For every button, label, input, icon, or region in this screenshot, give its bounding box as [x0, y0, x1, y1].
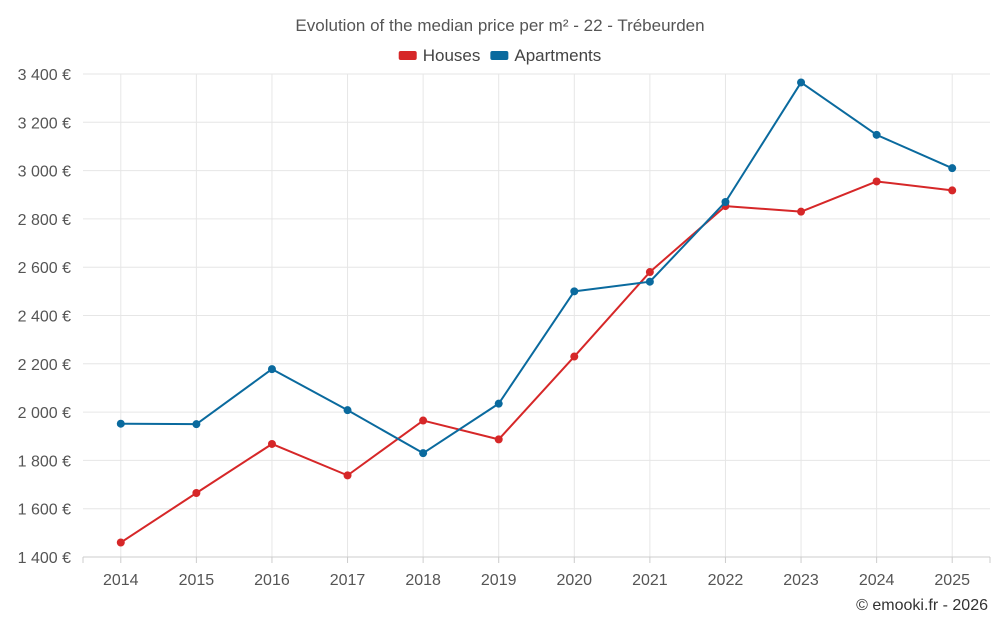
- data-point-apartments: [645, 277, 654, 286]
- y-tick-label: 1 600 €: [18, 502, 71, 519]
- data-point-apartments: [494, 399, 503, 408]
- y-tick-label: 2 000 €: [18, 405, 71, 422]
- data-point-houses: [570, 352, 579, 361]
- data-point-apartments: [116, 419, 125, 428]
- y-tick-label: 2 800 €: [18, 212, 71, 229]
- credit-text: © emooki.fr - 2026: [856, 597, 988, 614]
- series-layer: [116, 78, 957, 547]
- series-line-houses: [120, 180, 953, 544]
- grid: [83, 73, 990, 557]
- x-tick-label: 2015: [179, 572, 215, 589]
- data-point-apartments: [872, 130, 881, 139]
- y-tick-label: 3 000 €: [18, 164, 71, 181]
- data-point-apartments: [419, 449, 428, 458]
- y-tick-label: 3 400 €: [18, 67, 71, 84]
- x-tick-label: 2017: [330, 572, 366, 589]
- data-point-apartments: [948, 164, 957, 173]
- data-point-apartments: [343, 406, 352, 415]
- y-tick-label: 1 400 €: [18, 550, 71, 567]
- x-tick-label: 2014: [103, 572, 139, 589]
- data-point-houses: [343, 471, 352, 480]
- data-point-houses: [192, 489, 201, 498]
- y-axis: 1 400 € 1 600 € 1 800 € 2 000 € 2 200 € 2 400…: [18, 67, 71, 567]
- x-tick-label: 2023: [783, 572, 819, 589]
- legend-item-houses[interactable]: Houses: [398, 46, 481, 65]
- x-tick-label: 2022: [708, 572, 744, 589]
- x-tick-label: 2024: [859, 572, 895, 589]
- data-point-houses: [797, 207, 806, 216]
- data-point-houses: [645, 268, 654, 277]
- data-point-houses: [419, 416, 428, 425]
- x-axis: 2014 2015 2016 2017 2018 2019 2020 2021 2022 2023…: [82, 556, 991, 589]
- legend: Houses Apartments: [398, 46, 601, 65]
- legend-item-apartments[interactable]: Apartments: [490, 46, 601, 65]
- data-point-apartments: [267, 365, 276, 374]
- x-tick-label: 2018: [405, 572, 441, 589]
- y-tick-label: 2 400 €: [18, 309, 71, 326]
- legend-label: Houses: [423, 46, 481, 65]
- data-point-houses: [948, 186, 957, 195]
- x-tick-label: 2025: [934, 572, 970, 589]
- series-line-apartments: [120, 81, 953, 455]
- data-point-houses: [267, 439, 276, 448]
- data-point-houses: [494, 435, 503, 444]
- x-tick-label: 2020: [556, 572, 592, 589]
- data-point-apartments: [570, 287, 579, 296]
- data-point-houses: [116, 538, 125, 547]
- y-tick-label: 2 600 €: [18, 260, 71, 277]
- data-point-apartments: [721, 197, 730, 206]
- legend-swatch: [398, 51, 417, 60]
- x-tick-label: 2019: [481, 572, 517, 589]
- data-point-houses: [872, 177, 881, 186]
- legend-label: Apartments: [514, 46, 601, 65]
- y-tick-label: 3 200 €: [18, 115, 71, 132]
- x-tick-label: 2016: [254, 572, 290, 589]
- chart-title: Evolution of the median price per m² - 2…: [295, 16, 704, 35]
- y-tick-label: 2 200 €: [18, 357, 71, 374]
- data-point-apartments: [192, 420, 201, 429]
- legend-swatch: [490, 51, 509, 60]
- data-point-apartments: [797, 78, 806, 87]
- y-tick-label: 1 800 €: [18, 453, 71, 470]
- x-tick-label: 2021: [632, 572, 668, 589]
